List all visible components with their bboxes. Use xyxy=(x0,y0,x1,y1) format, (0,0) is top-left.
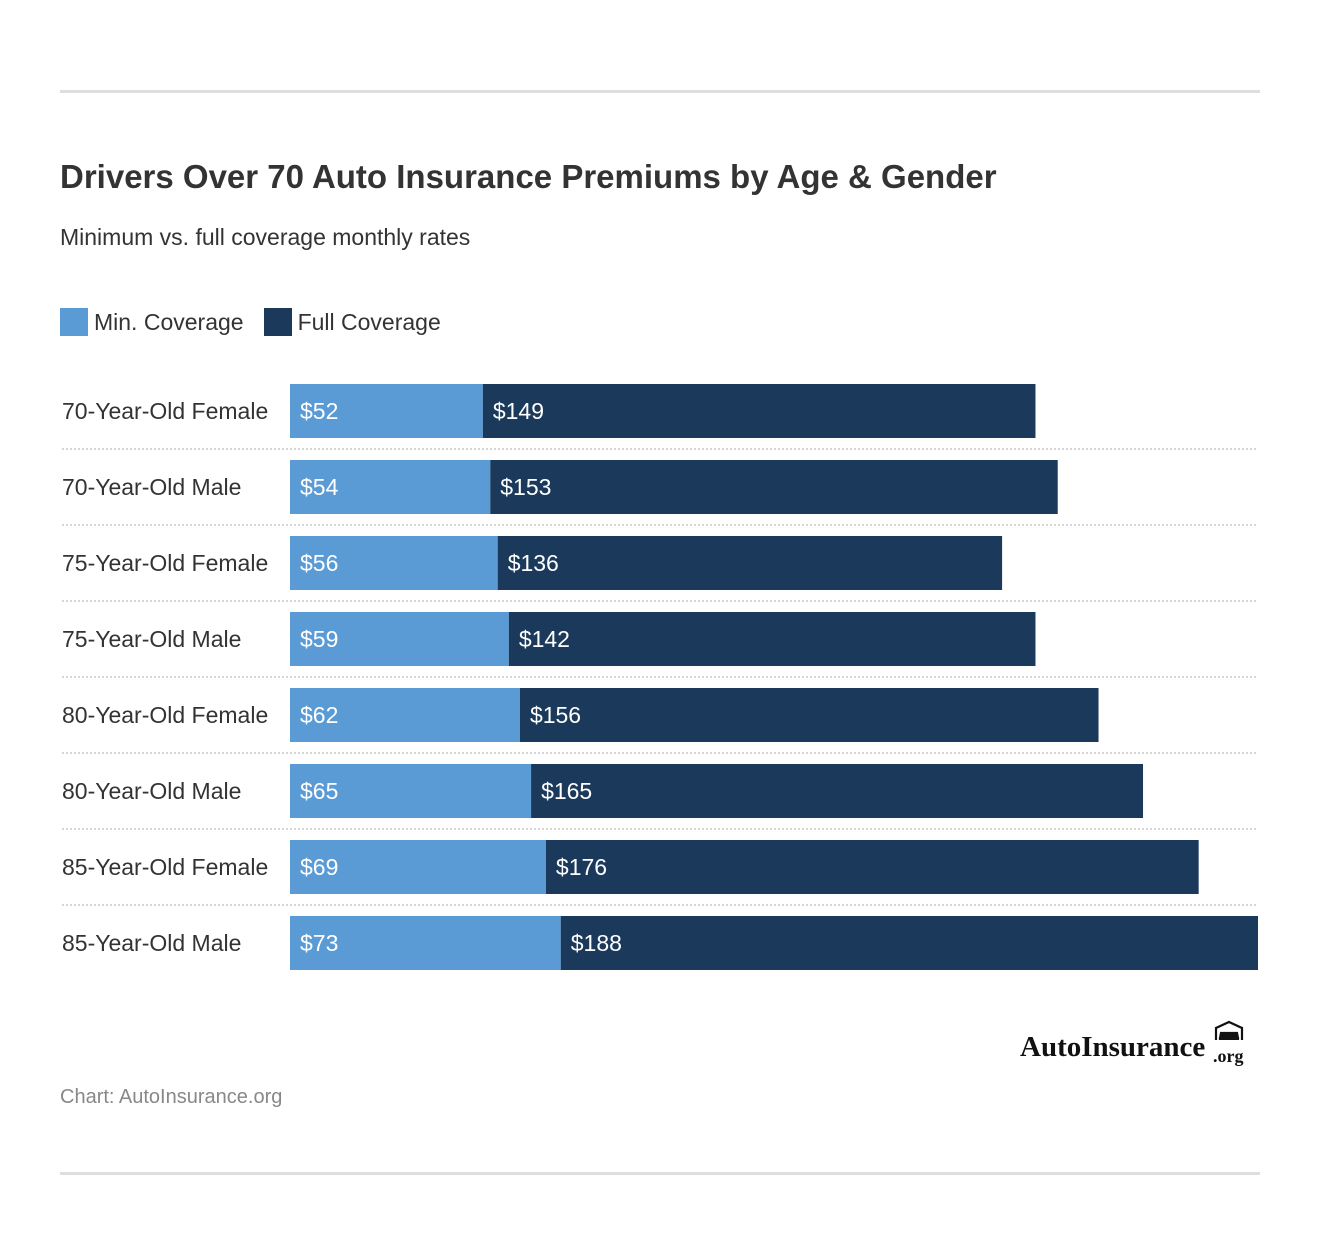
data-label-min-coverage-85-year-old-female: $69 xyxy=(300,854,338,880)
data-label-min-coverage-70-year-old-female: $52 xyxy=(300,398,338,424)
garage-car-icon xyxy=(1214,1020,1244,1040)
data-label-full-coverage-75-year-old-female: $136 xyxy=(508,550,559,576)
bar-full-coverage-70-year-old-female[interactable] xyxy=(482,384,1036,438)
bar-full-coverage-80-year-old-female[interactable] xyxy=(519,688,1099,742)
bar-full-coverage-75-year-old-female[interactable] xyxy=(497,536,1003,590)
data-label-full-coverage-70-year-old-female: $149 xyxy=(493,398,544,424)
bar-full-coverage-85-year-old-female[interactable] xyxy=(545,840,1199,894)
data-label-min-coverage-75-year-old-male: $59 xyxy=(300,626,338,652)
data-label-full-coverage-80-year-old-female: $156 xyxy=(530,702,581,728)
logo-text: AutoInsurance xyxy=(1020,1031,1205,1063)
legend-item-full-coverage[interactable]: Full Coverage xyxy=(263,308,441,336)
category-label-85-year-old-female: 85-Year-Old Female xyxy=(62,854,268,880)
category-label-75-year-old-female: 75-Year-Old Female xyxy=(62,550,268,576)
data-label-full-coverage-85-year-old-male: $188 xyxy=(571,930,622,956)
bar-min-coverage-75-year-old-male[interactable] xyxy=(290,612,509,666)
logo-suffix: .org xyxy=(1213,1046,1244,1066)
data-label-min-coverage-75-year-old-female: $56 xyxy=(300,550,338,576)
stacked-bar-chart: 70-Year-Old Female $52 $149 70-Year-Old Mal… xyxy=(62,384,1258,970)
category-label-80-year-old-male: 80-Year-Old Male xyxy=(62,778,241,804)
data-label-full-coverage-75-year-old-male: $142 xyxy=(519,626,570,652)
legend-label-min-coverage: Min. Coverage xyxy=(94,308,244,335)
data-label-min-coverage-85-year-old-male: $73 xyxy=(300,930,338,956)
top-divider xyxy=(60,90,1260,93)
legend: Min. Coverage Full Coverage xyxy=(60,308,461,336)
legend-label-full-coverage: Full Coverage xyxy=(297,308,441,335)
legend-swatch-min-coverage xyxy=(60,308,88,336)
category-label-85-year-old-male: 85-Year-Old Male xyxy=(62,930,241,956)
category-label-75-year-old-male: 75-Year-Old Male xyxy=(62,626,241,652)
bar-min-coverage-70-year-old-female[interactable] xyxy=(290,384,483,438)
data-label-full-coverage-80-year-old-male: $165 xyxy=(541,778,592,804)
chart-source: Chart: AutoInsurance.org xyxy=(60,1086,283,1108)
bar-min-coverage-70-year-old-male[interactable] xyxy=(290,460,491,514)
data-label-full-coverage-85-year-old-female: $176 xyxy=(556,854,607,880)
bar-min-coverage-75-year-old-female[interactable] xyxy=(290,536,498,590)
bar-min-coverage-80-year-old-male[interactable] xyxy=(290,764,532,818)
bar-min-coverage-85-year-old-male[interactable] xyxy=(290,916,561,970)
legend-swatch-full-coverage xyxy=(263,308,292,336)
chart-subtitle: Minimum vs. full coverage monthly rates xyxy=(60,224,471,250)
bar-full-coverage-80-year-old-male[interactable] xyxy=(531,764,1144,818)
data-label-full-coverage-70-year-old-male: $153 xyxy=(500,474,551,500)
bottom-divider xyxy=(60,1172,1260,1175)
bar-full-coverage-75-year-old-male[interactable] xyxy=(508,612,1036,666)
chart-title: Drivers Over 70 Auto Insurance Premiums … xyxy=(60,158,997,195)
category-label-70-year-old-male: 70-Year-Old Male xyxy=(62,474,241,500)
bar-full-coverage-85-year-old-male[interactable] xyxy=(560,916,1258,970)
data-label-min-coverage-80-year-old-male: $65 xyxy=(300,778,338,804)
autoinsurance-logo[interactable]: AutoInsurance .org xyxy=(1020,1018,1252,1068)
bar-min-coverage-85-year-old-female[interactable] xyxy=(290,840,546,894)
bar-min-coverage-80-year-old-female[interactable] xyxy=(290,688,520,742)
category-label-70-year-old-female: 70-Year-Old Female xyxy=(62,398,268,424)
bar-full-coverage-70-year-old-male[interactable] xyxy=(490,460,1058,514)
data-label-min-coverage-80-year-old-female: $62 xyxy=(300,702,338,728)
category-label-80-year-old-female: 80-Year-Old Female xyxy=(62,702,268,728)
data-label-min-coverage-70-year-old-male: $54 xyxy=(300,474,339,500)
legend-item-min-coverage[interactable]: Min. Coverage xyxy=(60,308,244,336)
